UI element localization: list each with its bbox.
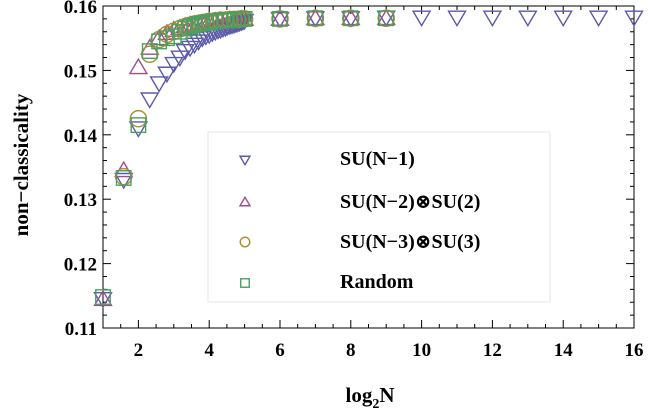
x-tick-label: 14: [554, 340, 574, 361]
y-tick-label: 0.14: [64, 126, 98, 147]
data-point: [182, 41, 199, 55]
x-tick-label: 6: [275, 340, 285, 361]
x-tick-label: 4: [204, 340, 214, 361]
data-point: [130, 111, 146, 127]
x-axis-title-variable: N: [379, 383, 394, 407]
legend-label: SU(N−1): [340, 148, 415, 170]
x-tick-label: 12: [483, 340, 502, 361]
legend-label: SU(N−3)⊗SU(3): [340, 231, 480, 253]
data-point: [378, 10, 394, 26]
data-point: [141, 93, 158, 107]
legend-label: Random: [340, 271, 414, 293]
legend: SU(N−1) SU(N−2)⊗SU(2) SU(N−3)⊗SU(3) Rand…: [208, 132, 550, 302]
legend-label: SU(N−2)⊗SU(2): [340, 191, 480, 213]
data-point: [449, 11, 466, 25]
y-tick-label: 0.13: [64, 190, 97, 211]
data-point: [307, 10, 323, 26]
x-axis-title-base: log: [345, 383, 372, 407]
x-tick-label: 8: [346, 340, 356, 361]
data-point: [115, 162, 132, 176]
y-tick-label: 0.15: [64, 61, 97, 82]
x-tick-label: 16: [625, 340, 644, 361]
y-axis-title: non−classicality: [9, 93, 33, 236]
x-tick-label: 10: [412, 340, 431, 361]
y-tick-label: 0.11: [65, 319, 97, 340]
data-point: [590, 11, 607, 25]
data-point: [519, 11, 536, 25]
data-point: [130, 59, 147, 73]
y-tick-label: 0.16: [64, 0, 97, 18]
x-axis-title: log2N: [345, 383, 394, 412]
x-axis-title-subscript: 2: [372, 397, 379, 412]
y-tick-label: 0.12: [64, 255, 97, 276]
x-tick-label: 2: [134, 340, 144, 361]
